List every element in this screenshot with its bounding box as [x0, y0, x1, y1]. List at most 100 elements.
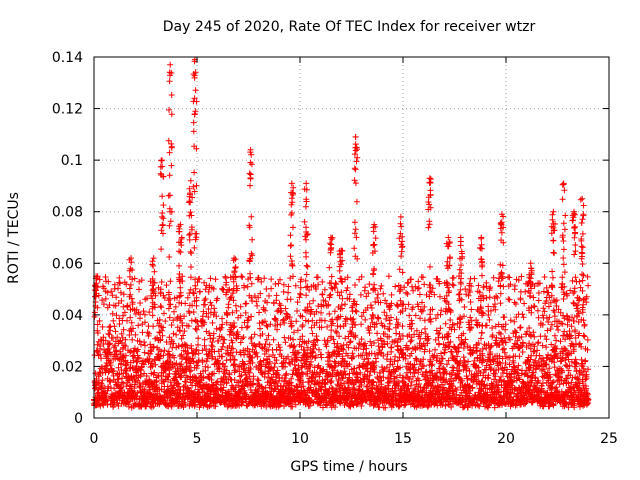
data-point [144, 329, 151, 336]
data-point [159, 332, 166, 339]
data-point [184, 350, 191, 357]
data-point [94, 341, 101, 348]
data-point [174, 386, 181, 393]
data-point [163, 339, 170, 345]
data-point [160, 352, 167, 359]
data-point [158, 348, 164, 355]
data-point [166, 361, 173, 368]
data-point [208, 376, 215, 383]
data-point [107, 340, 113, 347]
data-point [110, 335, 116, 341]
data-point [195, 350, 202, 357]
data-point [189, 355, 196, 362]
data-point [157, 336, 164, 343]
data-point [97, 351, 104, 358]
data-point [95, 373, 102, 380]
data-point [146, 330, 152, 337]
data-point [173, 360, 180, 367]
data-point [173, 331, 180, 338]
data-point [207, 335, 214, 342]
data-point [135, 355, 142, 362]
data-point [201, 336, 208, 343]
data-point [205, 374, 212, 381]
data-point [167, 379, 174, 386]
data-point [131, 385, 138, 392]
data-point [140, 361, 147, 368]
data-point [181, 328, 188, 335]
data-point [141, 349, 148, 356]
data-point [99, 377, 106, 384]
data-point [199, 347, 206, 354]
data-point [109, 368, 116, 375]
data-point [161, 347, 168, 354]
data-point [195, 341, 201, 348]
chart-title: Day 245 of 2020, Rate Of TEC Index for r… [163, 19, 536, 35]
data-point [120, 380, 127, 387]
data-point [106, 331, 113, 338]
data-point [165, 403, 172, 410]
data-point [147, 350, 153, 357]
data-point [190, 309, 197, 315]
data-point [111, 385, 118, 392]
data-point [123, 367, 130, 374]
data-point [184, 344, 191, 351]
data-point [96, 369, 103, 376]
data-point [200, 375, 207, 382]
data-point [170, 330, 177, 337]
data-point [149, 363, 156, 370]
data-point [178, 361, 185, 368]
data-point [187, 367, 194, 374]
data-point [113, 312, 120, 319]
data-point [157, 353, 164, 360]
data-point [112, 328, 119, 335]
data-point [143, 373, 150, 379]
data-point [93, 347, 100, 354]
data-points [91, 56, 592, 411]
data-point [156, 400, 163, 407]
data-point [170, 340, 177, 347]
data-point [141, 339, 148, 346]
data-point [178, 374, 185, 381]
data-point [115, 376, 122, 382]
data-point [127, 349, 134, 356]
data-point [114, 334, 121, 341]
data-point [134, 346, 141, 353]
data-point [193, 326, 200, 333]
data-point [195, 335, 202, 342]
data-point [182, 401, 189, 408]
data-point [159, 327, 166, 334]
data-point [96, 317, 103, 324]
data-point [122, 343, 129, 350]
data-point [118, 330, 125, 337]
data-point [138, 364, 145, 371]
data-point [148, 348, 155, 355]
data-point [97, 343, 104, 349]
data-point [165, 373, 172, 380]
data-point [100, 334, 107, 341]
data-point [188, 345, 195, 352]
data-point [171, 354, 178, 361]
data-point [103, 396, 110, 402]
data-point [201, 389, 208, 396]
data-point [138, 341, 144, 348]
data-point [146, 376, 153, 383]
data-point [116, 371, 123, 378]
data-point [194, 362, 201, 369]
data-point [113, 351, 120, 358]
data-point [209, 353, 216, 360]
data-point [122, 336, 129, 343]
data-point [118, 384, 125, 391]
data-point [114, 400, 121, 406]
data-point [109, 310, 116, 317]
data-point [92, 370, 99, 377]
data-point [150, 343, 157, 350]
data-point [151, 369, 158, 376]
data-point [120, 326, 127, 333]
data-point [180, 383, 187, 390]
data-point [193, 346, 200, 353]
data-point [107, 359, 114, 366]
data-point [132, 331, 139, 338]
data-point [201, 342, 208, 349]
data-point [166, 370, 173, 377]
data-point [199, 359, 206, 365]
